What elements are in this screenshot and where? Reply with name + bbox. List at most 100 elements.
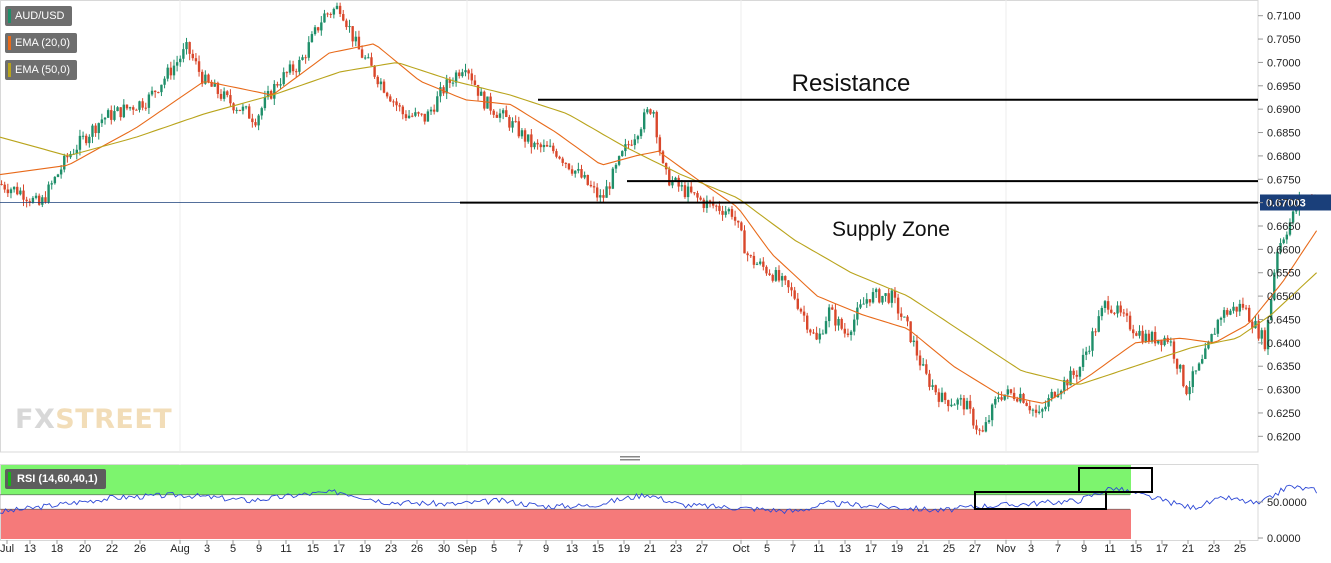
annotation-resistance: Resistance [792,70,911,97]
candle-bear [708,200,712,202]
candle-bear [345,20,348,28]
y-tick-label: 0.6850 [1267,128,1301,140]
candle-bull [1078,366,1082,377]
candle-bear [404,114,408,119]
candle-bear [887,293,890,303]
candle-bear [627,144,630,146]
candle-bear [790,287,793,291]
candle-bear [338,5,342,15]
candle-bear [555,151,558,157]
candle-bear [536,142,539,145]
x-tick-label: 13 [566,543,578,555]
candle-bull [50,183,53,185]
candle-bull [19,190,22,195]
candle-bull [1050,391,1053,399]
x-tick-label: 17 [1156,543,1168,555]
candle-bear [1226,310,1229,315]
candle-bear [376,76,379,85]
candle-bear [1172,341,1176,359]
candle-bear [1244,307,1248,309]
candle-bull [379,81,383,85]
candle-bull [599,195,602,198]
candle-bull [301,57,304,60]
candle-bear [592,186,596,188]
candle-bull [106,110,110,118]
x-tick-label: 17 [333,543,345,555]
candle-bear [232,103,235,111]
candle-bull [1097,316,1100,332]
legend-rsi[interactable]: RSI (14,60,40,1) [5,469,106,489]
candle-bear [458,72,461,77]
rsi-tick-label: 0.0000 [1267,533,1301,545]
candle-bull [636,136,640,140]
candle-bull [298,59,301,72]
candle-bull [1006,389,1010,395]
candle-bear [1119,305,1122,313]
candle-bull [78,135,82,150]
candle-bear [602,195,605,198]
candle-bull [91,125,94,137]
legend-audusd[interactable]: AUD/USD [5,6,72,26]
candle-bull [621,151,624,157]
candle-bear [972,408,975,426]
candle-bear [558,156,561,159]
candle-bear [661,151,665,163]
candle-bear [326,13,329,15]
y-tick-label: 0.6750 [1267,174,1301,186]
candle-bear [1175,358,1179,369]
annotation-supply-zone: Supply Zone [832,218,950,241]
candle-bull [436,96,439,112]
candle-bear [1263,330,1267,350]
legend-ema20[interactable]: EMA (20,0) [5,33,78,53]
candle-bear [868,299,872,303]
candle-bull [429,109,433,112]
candle-bear [806,315,809,330]
y-tick-label: 0.6400 [1267,338,1301,350]
candle-bear [812,332,815,334]
candle-bear [1034,409,1038,413]
candle-bear [489,96,492,111]
pane-resize-handle[interactable] [620,456,640,458]
candle-bull [75,149,79,154]
candle-bull [827,307,831,322]
y-tick-label: 0.6800 [1267,151,1301,163]
candle-bear [401,106,405,115]
candle-bull [611,168,615,189]
legend-ema50[interactable]: EMA (50,0) [5,60,78,80]
candle-bull [34,195,38,198]
x-tick-label: 15 [592,543,604,555]
candle-bull [307,42,310,58]
candle-bull [407,115,411,119]
candle-bull [175,62,179,66]
candle-bear [22,190,25,200]
pane-resize-handle[interactable] [620,459,640,461]
candle-bull [439,87,442,97]
candle-bull [213,82,216,87]
candle-bear [580,168,583,178]
candle-bull [63,155,66,170]
candle-bull [464,70,467,73]
candle-bear [934,385,937,393]
candle-bull [461,72,464,77]
candle-bull [997,397,1000,399]
candle-bull [774,270,778,281]
candle-bull [116,107,119,112]
candle-bull [1260,330,1263,339]
x-tick-label: 5 [491,543,497,555]
candle-bear [649,109,652,114]
candles [0,2,1317,436]
y-tick-label: 0.6450 [1267,314,1301,326]
candle-bull [1207,341,1210,349]
candle-bear [834,309,837,326]
rsi-highlight-box [1078,467,1153,493]
ema50-swatch [8,63,11,77]
candle-bear [66,155,69,158]
candle-bear [1028,405,1031,411]
candle-bull [674,177,677,181]
candle-bull [41,197,44,205]
candle-bear [978,429,981,431]
candle-bear [740,222,743,231]
x-tick-label: 21 [644,543,656,555]
